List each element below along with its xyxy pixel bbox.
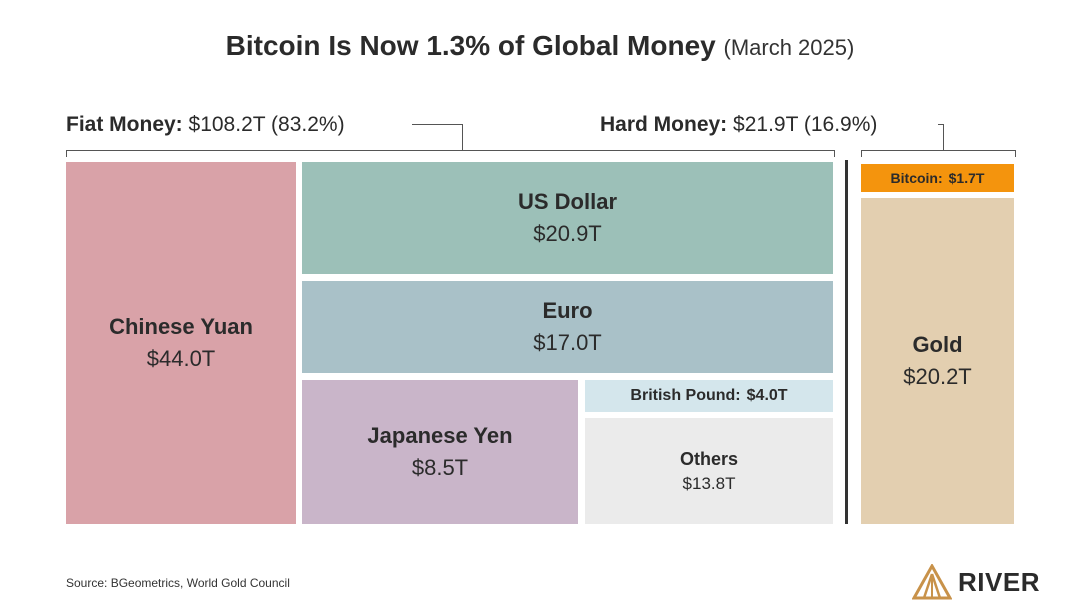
tile-chinese-yuan-value: $44.0T (146, 346, 216, 371)
chart-title-main: Bitcoin Is Now 1.3% of Global Money (225, 30, 716, 61)
tile-euro-value: $17.0T (533, 330, 602, 355)
tile-others-name: Others (679, 448, 739, 469)
tile-bitcoin-value: $1.7T (948, 170, 985, 186)
hard-money-label: Hard Money: $21.9T (16.9%) (600, 113, 877, 137)
tile-us-dollar-name: US Dollar (517, 189, 618, 214)
tile-bitcoin: Bitcoin: $1.7T (861, 164, 1014, 192)
river-logo-icon (912, 564, 953, 600)
tile-japanese-yen: Japanese Yen $8.5T (302, 380, 578, 524)
fiat-money-label-name: Fiat Money: (66, 113, 183, 136)
fiat-money-label: Fiat Money: $108.2T (83.2%) (66, 113, 345, 137)
hard-money-connector (938, 124, 944, 151)
tile-british-pound-name: British Pound: (630, 387, 741, 404)
fiat-hard-divider (845, 160, 848, 524)
tile-us-dollar: US Dollar $20.9T (302, 162, 833, 274)
tile-japanese-yen-name: Japanese Yen (367, 423, 513, 448)
tile-gold-name: Gold (912, 332, 963, 357)
tile-euro-name: Euro (542, 298, 593, 323)
fiat-money-label-value: $108.2T (83.2%) (188, 113, 345, 136)
hard-money-brace (861, 150, 1016, 157)
tile-gold: Gold $20.2T (861, 198, 1014, 524)
fiat-money-brace (66, 150, 835, 157)
tile-british-pound: British Pound: $4.0T (585, 380, 833, 412)
tile-gold-value: $20.2T (903, 364, 972, 389)
chart-title: Bitcoin Is Now 1.3% of Global Money (Mar… (0, 30, 1080, 62)
source-note: Source: BGeometrics, World Gold Council (66, 576, 290, 590)
tile-us-dollar-value: $20.9T (533, 221, 602, 246)
tile-british-pound-value: $4.0T (746, 387, 788, 404)
river-logo-text: RIVER (958, 566, 1040, 597)
tile-bitcoin-name: Bitcoin: (890, 170, 943, 186)
tile-chinese-yuan: Chinese Yuan $44.0T (66, 162, 296, 524)
tile-chinese-yuan-name: Chinese Yuan (109, 314, 253, 339)
tile-others: Others $13.8T (585, 418, 833, 524)
river-logo: RIVER (912, 564, 1040, 600)
hard-money-label-value: $21.9T (16.9%) (733, 113, 878, 136)
chart-title-date: (March 2025) (723, 35, 855, 60)
tile-japanese-yen-value: $8.5T (411, 455, 469, 480)
tile-others-value: $13.8T (682, 473, 736, 493)
hard-money-label-name: Hard Money: (600, 113, 728, 136)
fiat-money-connector (412, 124, 463, 151)
tile-euro: Euro $17.0T (302, 281, 833, 373)
